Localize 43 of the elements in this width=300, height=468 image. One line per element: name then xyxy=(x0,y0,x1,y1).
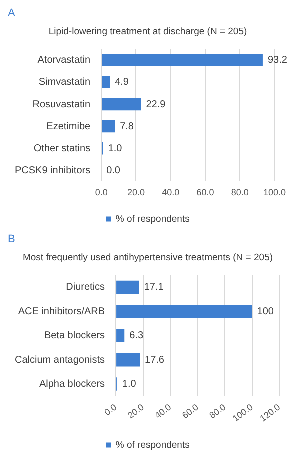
data-label: 17.1 xyxy=(144,282,164,294)
y-tick-label: Other statins xyxy=(34,143,91,154)
data-label: 100 xyxy=(257,306,274,318)
legend-label: % of respondents xyxy=(116,440,190,451)
x-tick-label: 60.0 xyxy=(196,188,214,198)
x-tick-label: 20.0 xyxy=(127,188,145,198)
x-tick-label: 80.0 xyxy=(208,402,228,421)
data-label: 1.0 xyxy=(122,379,137,390)
data-label: 17.6 xyxy=(145,354,165,366)
x-tick-label: 0.0 xyxy=(102,402,119,418)
chart-title: Most frequently used antihypertensive treatments (N = 205) xyxy=(22,252,274,264)
y-tick-label: Atorvastatin xyxy=(38,55,91,66)
x-tick-label: 40.0 xyxy=(162,188,180,198)
data-label: 22.9 xyxy=(146,99,166,110)
data-label: 93.2 xyxy=(268,55,288,66)
bar xyxy=(102,120,116,133)
data-label: 6.3 xyxy=(130,330,144,342)
x-tick-label: 0.0 xyxy=(95,188,108,198)
y-tick-label: Calcium antagonists xyxy=(14,354,106,366)
y-tick-label: Simvastatin xyxy=(38,77,91,88)
x-tick-label: 60.0 xyxy=(180,402,200,421)
bar xyxy=(102,98,142,111)
y-tick-label: ACE inhibitors/ARB xyxy=(18,306,106,318)
data-label: 0.0 xyxy=(106,165,121,176)
x-tick-label: 100.0 xyxy=(263,188,286,198)
x-tick-label: 80.0 xyxy=(231,188,249,198)
y-tick-label: Alpha blockers xyxy=(39,379,106,390)
bar xyxy=(102,76,110,89)
text: B xyxy=(8,234,16,246)
data-label: 7.8 xyxy=(120,121,134,132)
x-tick-label: 40.0 xyxy=(153,402,174,421)
data-label: 1.0 xyxy=(108,143,123,154)
y-tick-label: PCSK9 inhibitors xyxy=(14,165,91,176)
y-tick-label: Beta blockers xyxy=(44,330,106,342)
chart-title: Lipid-lowering treatment at discharge (N = 205) xyxy=(48,26,248,38)
data-label: 4.9 xyxy=(115,77,130,88)
y-tick-label: Ezetimibe xyxy=(46,121,92,132)
y-tick-label: Rosuvastatin xyxy=(32,99,91,110)
y-tick-label: Diuretics xyxy=(66,282,106,294)
legend-label: % of respondents xyxy=(116,214,190,225)
text: A xyxy=(8,8,16,20)
x-tick-label: 20.0 xyxy=(126,402,146,421)
bar xyxy=(102,54,263,66)
